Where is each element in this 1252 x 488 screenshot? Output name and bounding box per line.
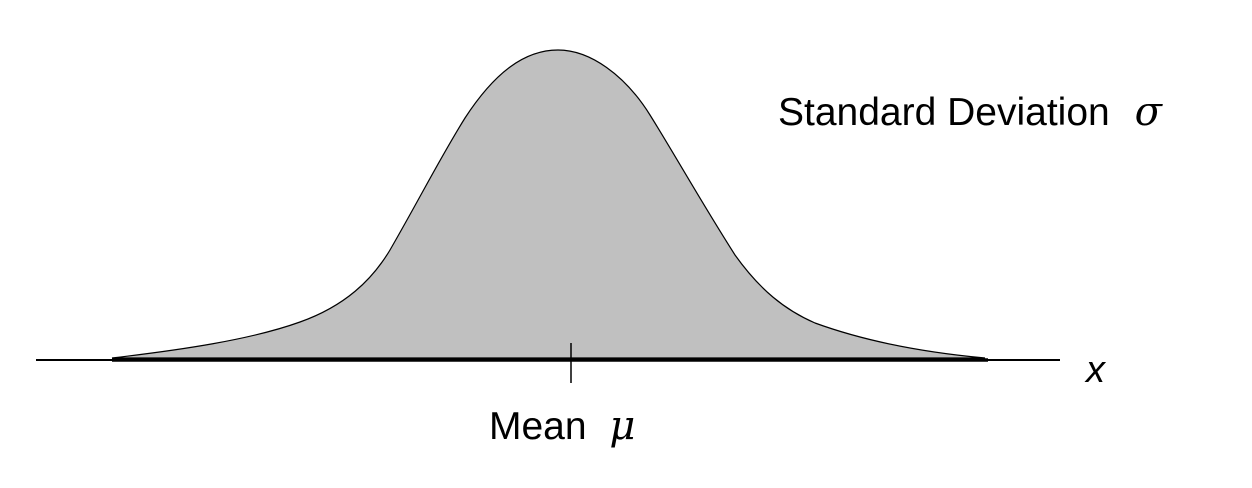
mu-symbol: μ — [609, 403, 635, 449]
x-axis-variable-label: x — [1084, 349, 1107, 391]
mean-label-text: Mean — [489, 405, 587, 448]
bell-curve-area — [111, 49, 986, 359]
std-dev-label: Standard Deviation σ — [778, 89, 1164, 135]
sigma-symbol: σ — [1135, 89, 1164, 135]
mean-label: Mean μ — [489, 403, 635, 449]
std-dev-label-text: Standard Deviation — [778, 91, 1110, 134]
